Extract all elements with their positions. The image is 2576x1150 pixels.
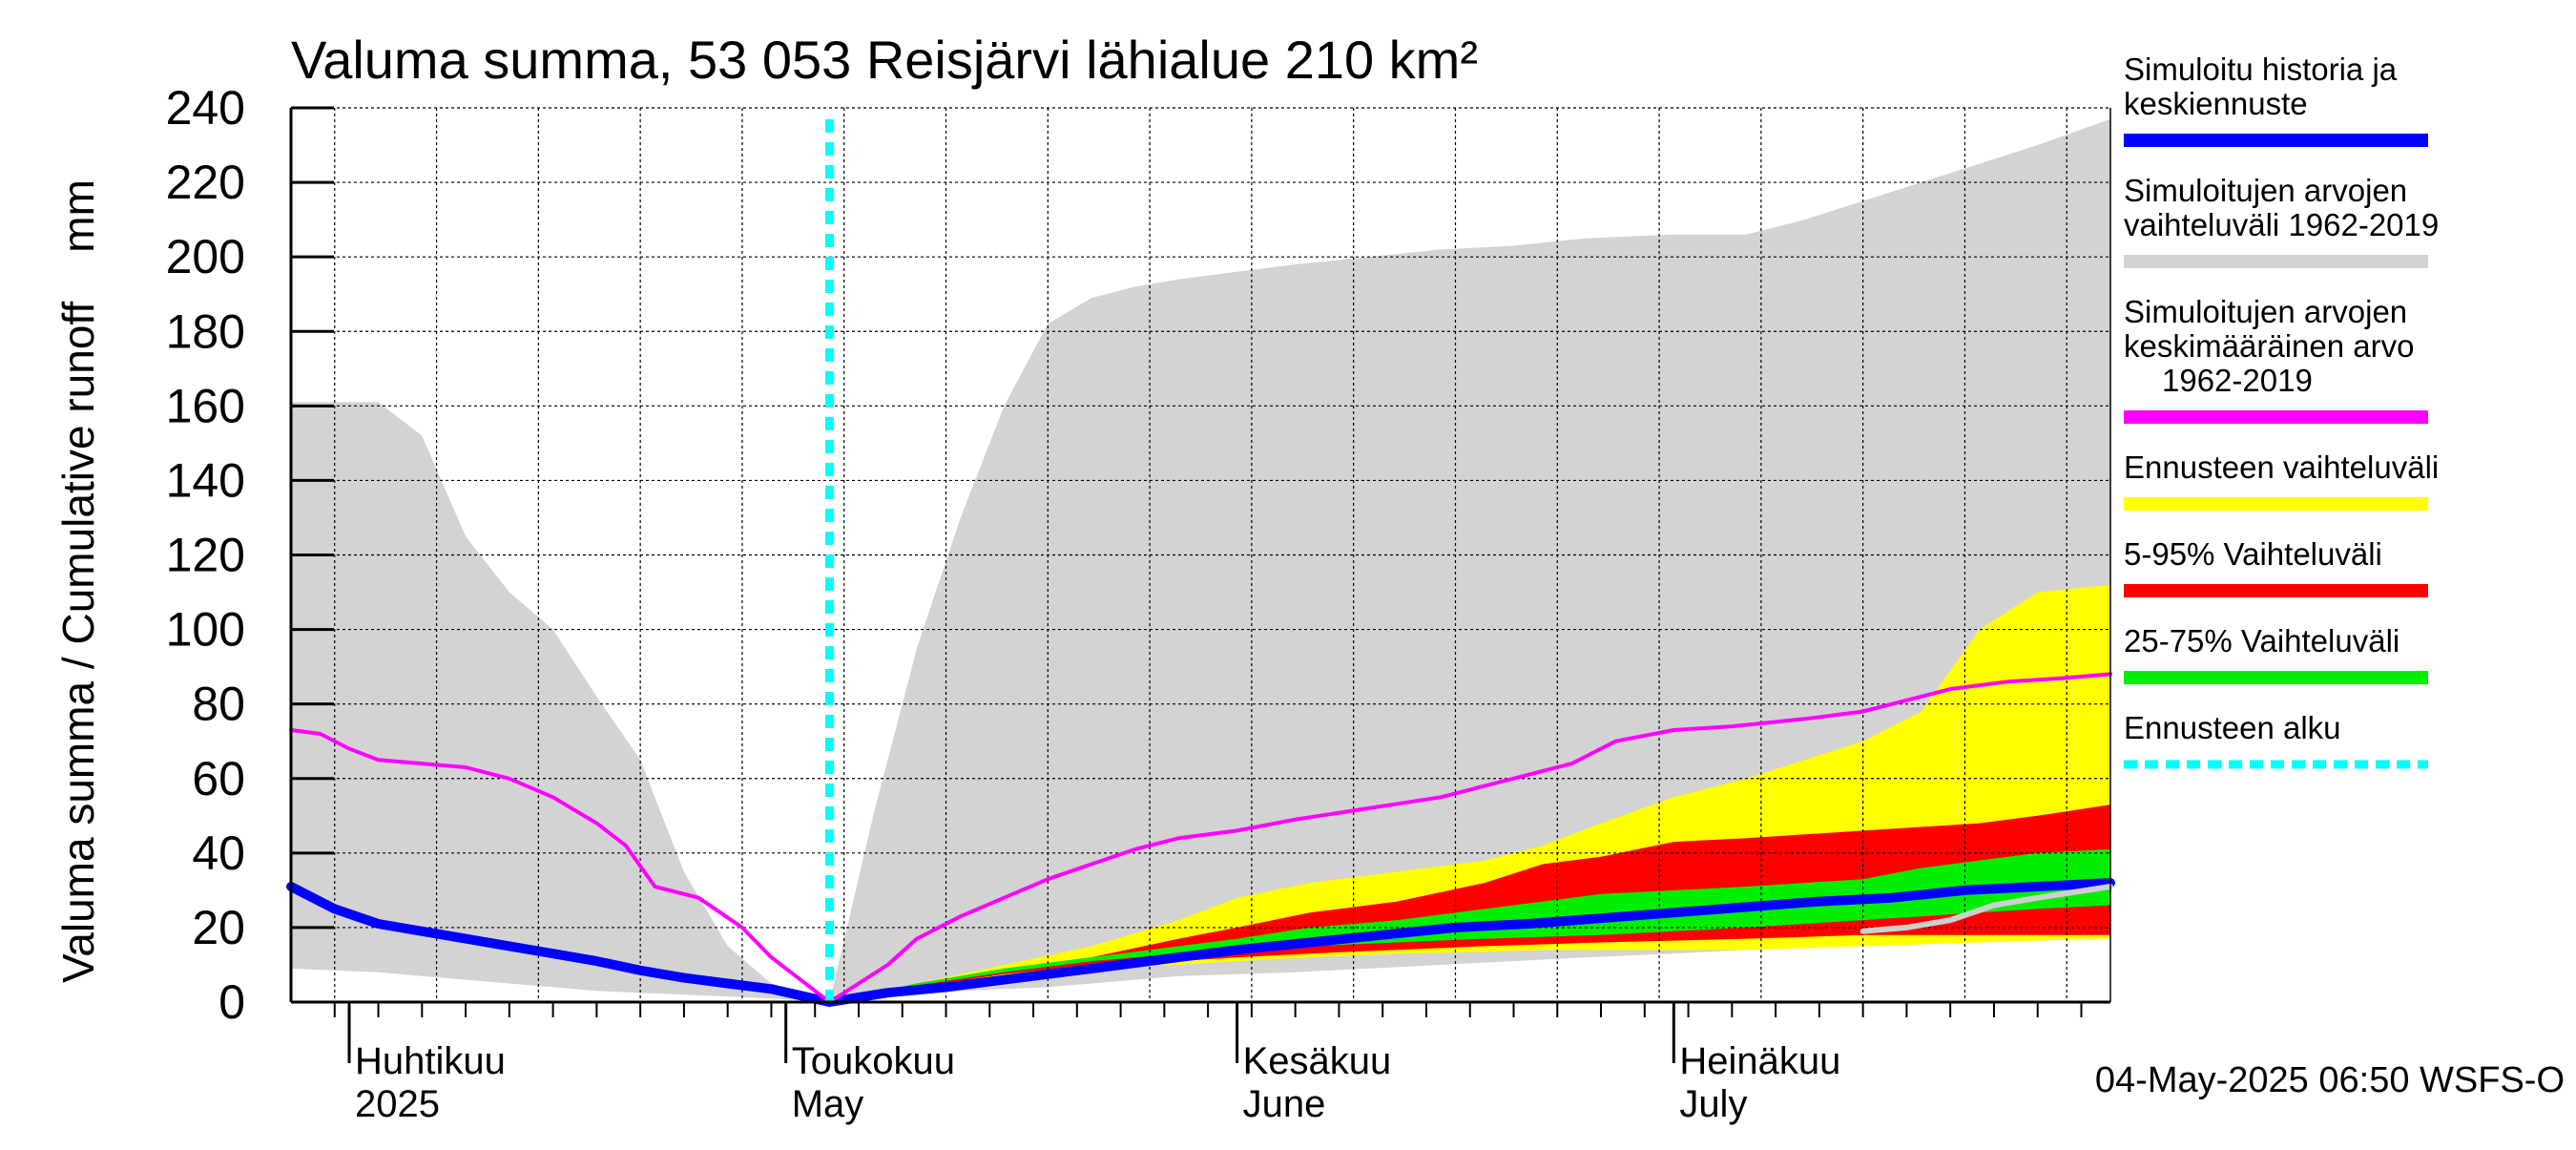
legend-item-ennusteen-alku: Ennusteen alku xyxy=(2124,710,2428,769)
y-tick-label: 220 xyxy=(166,156,245,209)
y-tick-label: 240 xyxy=(166,81,245,135)
legend-label: Simuloitujen arvojen xyxy=(2124,173,2407,208)
x-month-label-fi: Huhtikuu xyxy=(355,1040,506,1082)
x-month-label-en: May xyxy=(792,1083,864,1125)
y-tick-label: 40 xyxy=(192,826,245,880)
axes-layer: 0 20 40 60 80 100 120 140 160 180 200 220 240 Huhtiku… xyxy=(166,81,2111,1125)
x-month-label-fi: Kesäkuu xyxy=(1243,1040,1392,1082)
lines-layer xyxy=(286,119,2115,1007)
legend-label: Simuloitujen arvojen xyxy=(2124,294,2407,329)
y-tick-label: 160 xyxy=(166,379,245,432)
footer-timestamp: 04-May-2025 06:50 WSFS-O xyxy=(2095,1060,2565,1100)
legend-label: keskimääräinen arvo xyxy=(2124,328,2414,364)
x-month-label-fi: Toukokuu xyxy=(792,1040,955,1082)
series-line-forecast-mean-gray xyxy=(1859,884,2113,934)
x-month-label-fi: Heinäkuu xyxy=(1679,1040,1840,1082)
legend-label: keskiennuste xyxy=(2124,86,2308,121)
series-line-simuloitujen-arvojen-keskimaarainen-arvo-1962-2019 xyxy=(289,672,2112,1004)
legend-item-ennusteen-vaihteluvali: Ennusteen vaihteluväli xyxy=(2124,450,2439,511)
y-tick-label: 180 xyxy=(166,304,245,358)
legend-label: Ennusteen vaihteluväli xyxy=(2124,450,2439,485)
y-tick-label: 60 xyxy=(192,752,245,805)
y-tick-label: 0 xyxy=(218,975,245,1029)
x-month-label-en: July xyxy=(1679,1083,1747,1125)
chart-title: Valuma summa, 53 053 Reisjärvi lähialue … xyxy=(291,30,1478,90)
series-line-simuloitu-historia-ja-keskiennuste xyxy=(286,878,2115,1007)
y-tick-label: 200 xyxy=(166,230,245,283)
y-tick-label: 100 xyxy=(166,603,245,657)
grid-layer xyxy=(291,107,2110,1002)
legend: Simuloitu historia jakeskiennusteSimuloi… xyxy=(2124,52,2439,769)
y-tick-label: 140 xyxy=(166,453,245,507)
band-simuloitujen-arvojen-vaihteluvali-1962-2019 xyxy=(291,118,2110,1002)
legend-label: 25-75% Vaihteluväli xyxy=(2124,623,2399,659)
x-month-label-en: June xyxy=(1243,1083,1326,1125)
y-tick-label: 120 xyxy=(166,529,245,582)
legend-label: vaihteluväli 1962-2019 xyxy=(2124,207,2439,242)
x-month-label-en: 2025 xyxy=(355,1083,440,1125)
y-tick-label: 20 xyxy=(192,901,245,954)
legend-label: Ennusteen alku xyxy=(2124,710,2341,745)
legend-label: Simuloitu historia ja xyxy=(2124,52,2398,87)
bands-layer xyxy=(291,118,2110,1002)
legend-label: 5-95% Vaihteluväli xyxy=(2124,536,2382,572)
y-axis-label: Valuma summa / Cumulative runoff mm xyxy=(53,179,103,983)
legend-item-25-75-vaihteluvali: 25-75% Vaihteluväli xyxy=(2124,623,2428,684)
legend-item-5-95-vaihteluvali: 5-95% Vaihteluväli xyxy=(2124,536,2428,597)
legend-label: 1962-2019 xyxy=(2162,363,2313,398)
y-tick-label: 80 xyxy=(192,678,245,731)
